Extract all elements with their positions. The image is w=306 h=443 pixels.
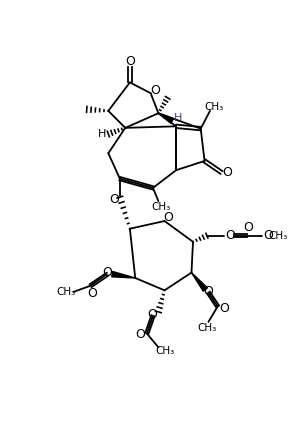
Text: O: O <box>263 229 273 242</box>
Text: CH₃: CH₃ <box>151 202 170 212</box>
Text: CH₃: CH₃ <box>197 323 217 333</box>
Text: CH₃: CH₃ <box>268 231 287 241</box>
Text: O: O <box>219 302 229 315</box>
Text: CH₃: CH₃ <box>56 287 76 297</box>
Text: O: O <box>109 193 119 206</box>
Text: O: O <box>87 287 97 300</box>
Text: O: O <box>147 308 157 322</box>
Text: O: O <box>125 55 135 68</box>
Text: O: O <box>203 284 213 298</box>
Text: CH₃: CH₃ <box>204 102 223 112</box>
Text: CH₃: CH₃ <box>155 346 174 356</box>
Text: O: O <box>150 84 160 97</box>
Text: H: H <box>174 113 183 123</box>
Polygon shape <box>192 272 207 291</box>
Text: O: O <box>103 266 113 279</box>
Text: O: O <box>135 328 145 342</box>
Polygon shape <box>159 113 174 123</box>
Text: O: O <box>225 229 235 242</box>
Text: O: O <box>163 211 173 224</box>
Text: H: H <box>98 129 106 139</box>
Polygon shape <box>112 272 135 278</box>
Text: O: O <box>244 222 253 234</box>
Text: O: O <box>222 166 232 179</box>
